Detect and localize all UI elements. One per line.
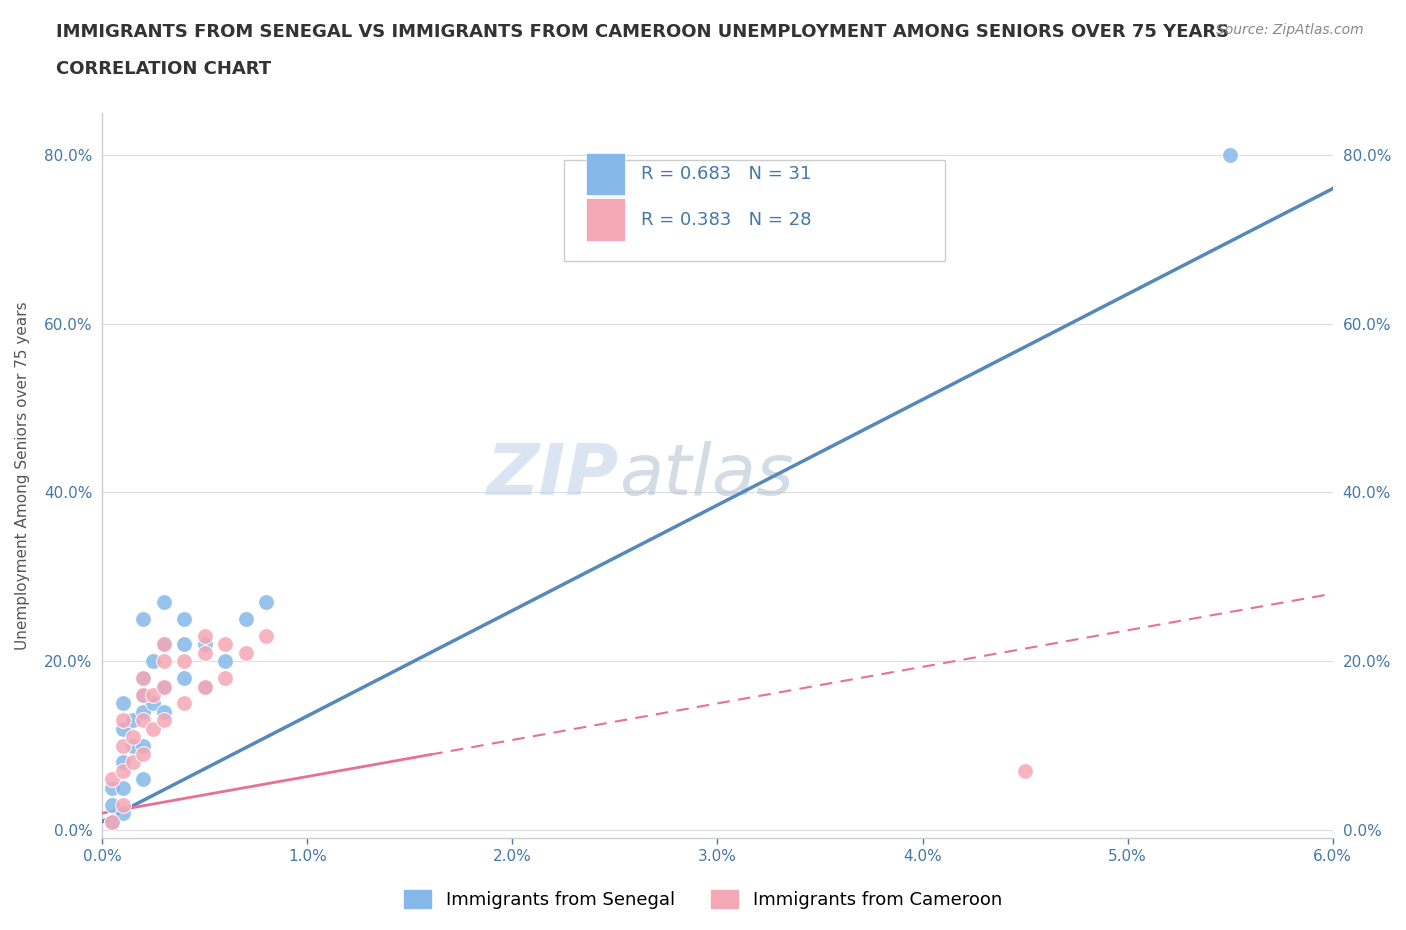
Point (1219, 148, 1241, 163)
Point (101, 814, 124, 829)
Point (142, 687, 165, 702)
Point (101, 814, 124, 829)
Point (152, 637, 174, 652)
Point (173, 637, 195, 652)
Y-axis label: Unemployment Among Seniors over 75 years: Unemployment Among Seniors over 75 years (15, 301, 30, 650)
Point (111, 805, 134, 820)
FancyBboxPatch shape (564, 160, 945, 261)
Text: Source: ZipAtlas.com: Source: ZipAtlas.com (1216, 23, 1364, 37)
Point (132, 712, 155, 727)
Point (132, 612, 155, 627)
Point (152, 712, 174, 727)
Text: atlas: atlas (619, 441, 793, 510)
Point (122, 738, 145, 753)
Text: CORRELATION CHART: CORRELATION CHART (56, 60, 271, 78)
Point (101, 780, 124, 795)
Point (122, 712, 145, 727)
Point (254, 629, 277, 644)
Point (194, 637, 217, 652)
Point (101, 797, 124, 812)
Point (152, 594, 174, 609)
Point (142, 722, 165, 737)
Point (111, 738, 134, 753)
Point (235, 612, 257, 627)
Text: IMMIGRANTS FROM SENEGAL VS IMMIGRANTS FROM CAMEROON UNEMPLOYMENT AMONG SENIORS O: IMMIGRANTS FROM SENEGAL VS IMMIGRANTS FR… (56, 23, 1229, 41)
Point (132, 772, 155, 787)
Point (214, 654, 236, 669)
Point (173, 654, 195, 669)
Point (152, 637, 174, 652)
Point (152, 654, 174, 669)
Point (173, 612, 195, 627)
Point (152, 679, 174, 694)
Point (111, 797, 134, 812)
FancyBboxPatch shape (586, 153, 626, 195)
Point (132, 687, 155, 702)
Point (132, 671, 155, 685)
Point (142, 654, 165, 669)
Point (111, 712, 134, 727)
Point (1014, 764, 1036, 778)
Point (111, 764, 134, 778)
Point (214, 671, 236, 685)
Point (173, 696, 195, 711)
Point (173, 671, 195, 685)
Point (194, 645, 217, 660)
Point (111, 722, 134, 737)
Point (214, 637, 236, 652)
Point (132, 687, 155, 702)
Point (194, 679, 217, 694)
Point (132, 704, 155, 719)
Point (254, 594, 277, 609)
Point (194, 629, 217, 644)
Text: R = 0.383   N = 28: R = 0.383 N = 28 (641, 211, 811, 229)
Point (122, 730, 145, 745)
FancyBboxPatch shape (586, 198, 626, 241)
Point (111, 755, 134, 770)
Point (111, 780, 134, 795)
Point (132, 738, 155, 753)
Point (152, 704, 174, 719)
Point (122, 755, 145, 770)
Point (111, 696, 134, 711)
Legend: Immigrants from Senegal, Immigrants from Cameroon: Immigrants from Senegal, Immigrants from… (396, 883, 1010, 916)
Point (132, 747, 155, 762)
Point (142, 696, 165, 711)
Point (194, 679, 217, 694)
Text: R = 0.683   N = 31: R = 0.683 N = 31 (641, 165, 811, 183)
Point (152, 679, 174, 694)
Text: ZIP: ZIP (486, 441, 619, 510)
Point (132, 671, 155, 685)
Point (235, 645, 257, 660)
Point (101, 772, 124, 787)
